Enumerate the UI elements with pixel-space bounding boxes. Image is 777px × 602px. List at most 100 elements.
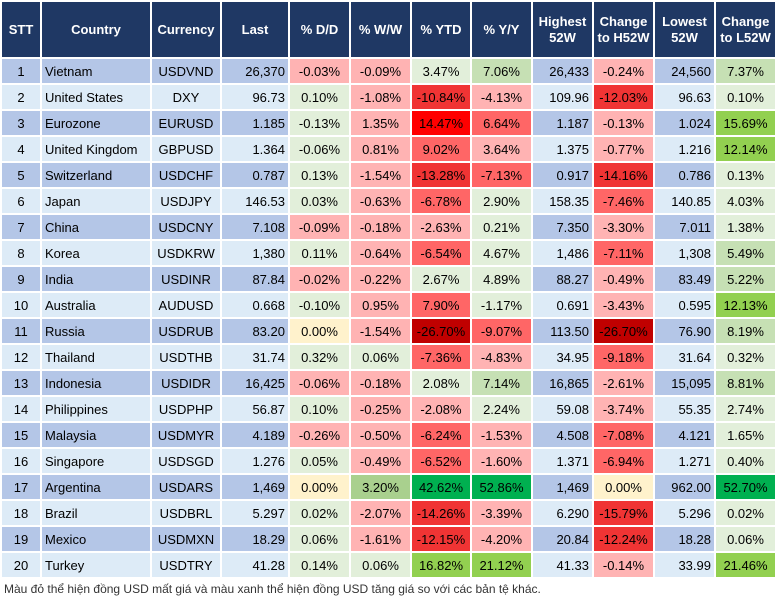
cell-yy: 4.89% xyxy=(470,265,533,293)
cell-currency: USDVND xyxy=(150,57,222,85)
cell-dd: -0.10% xyxy=(288,291,351,319)
cell-country: Indonesia xyxy=(40,369,152,397)
cell-dd: 0.11% xyxy=(288,239,351,267)
cell-cl52: 12.13% xyxy=(714,291,777,319)
cell-dd: 0.00% xyxy=(288,317,351,345)
cell-h52: 34.95 xyxy=(531,343,594,371)
cell-stt: 1 xyxy=(0,57,42,85)
cell-ytd: -10.84% xyxy=(410,83,472,111)
cell-ww: -0.50% xyxy=(349,421,412,449)
cell-yy: -4.13% xyxy=(470,83,533,111)
cell-currency: USDJPY xyxy=(150,187,222,215)
cell-stt: 6 xyxy=(0,187,42,215)
cell-last: 56.87 xyxy=(220,395,290,423)
cell-stt: 14 xyxy=(0,395,42,423)
table-row: 9 India USDINR 87.84 -0.02% -0.22% 2.67% 4.89% 8… xyxy=(0,265,777,293)
cell-country: Malaysia xyxy=(40,421,152,449)
cell-dd: -0.26% xyxy=(288,421,351,449)
cell-yy: -7.13% xyxy=(470,161,533,189)
cell-l52: 33.99 xyxy=(653,551,716,579)
cell-ch52: -7.46% xyxy=(592,187,655,215)
cell-h52: 1.375 xyxy=(531,135,594,163)
cell-last: 7.108 xyxy=(220,213,290,241)
cell-cl52: 8.19% xyxy=(714,317,777,345)
cell-ytd: 16.82% xyxy=(410,551,472,579)
cell-cl52: 2.74% xyxy=(714,395,777,423)
cell-h52: 59.08 xyxy=(531,395,594,423)
cell-ww: -0.22% xyxy=(349,265,412,293)
cell-currency: USDTRY xyxy=(150,551,222,579)
table-row: 12 Thailand USDTHB 31.74 0.32% 0.06% -7.36% -4.… xyxy=(0,343,777,371)
cell-last: 31.74 xyxy=(220,343,290,371)
cell-ytd: 7.90% xyxy=(410,291,472,319)
cell-currency: USDARS xyxy=(150,473,222,501)
cell-last: 1,380 xyxy=(220,239,290,267)
column-header: % W/W xyxy=(349,0,412,59)
cell-ww: 0.95% xyxy=(349,291,412,319)
cell-currency: GBPUSD xyxy=(150,135,222,163)
cell-h52: 1,486 xyxy=(531,239,594,267)
cell-country: United Kingdom xyxy=(40,135,152,163)
cell-h52: 109.96 xyxy=(531,83,594,111)
cell-cl52: 52.70% xyxy=(714,473,777,501)
cell-cl52: 5.49% xyxy=(714,239,777,267)
cell-last: 0.787 xyxy=(220,161,290,189)
column-header: STT xyxy=(0,0,42,59)
cell-ww: -0.09% xyxy=(349,57,412,85)
cell-yy: 7.06% xyxy=(470,57,533,85)
column-header: Change to H52W xyxy=(592,0,655,59)
cell-l52: 55.35 xyxy=(653,395,716,423)
cell-dd: 0.14% xyxy=(288,551,351,579)
cell-currency: USDCNY xyxy=(150,213,222,241)
cell-h52: 7.350 xyxy=(531,213,594,241)
table-row: 19 Mexico USDMXN 18.29 0.06% -1.61% -12.15% -4.… xyxy=(0,525,777,553)
cell-ch52: -0.49% xyxy=(592,265,655,293)
table-row: 1 Vietnam USDVND 26,370 -0.03% -0.09% 3.47% 7.0… xyxy=(0,57,777,85)
cell-l52: 83.49 xyxy=(653,265,716,293)
cell-stt: 19 xyxy=(0,525,42,553)
cell-dd: 0.02% xyxy=(288,499,351,527)
cell-l52: 140.85 xyxy=(653,187,716,215)
cell-ch52: -7.11% xyxy=(592,239,655,267)
cell-yy: -4.20% xyxy=(470,525,533,553)
cell-last: 83.20 xyxy=(220,317,290,345)
cell-ch52: -3.30% xyxy=(592,213,655,241)
cell-dd: -0.09% xyxy=(288,213,351,241)
cell-country: Argentina xyxy=(40,473,152,501)
table-row: 14 Philippines USDPHP 56.87 0.10% -0.25% -2.08… xyxy=(0,395,777,423)
cell-h52: 1.187 xyxy=(531,109,594,137)
cell-ytd: -2.08% xyxy=(410,395,472,423)
cell-last: 1.276 xyxy=(220,447,290,475)
column-header: Currency xyxy=(150,0,222,59)
cell-h52: 113.50 xyxy=(531,317,594,345)
column-header: Change to L52W xyxy=(714,0,777,59)
cell-cl52: 0.06% xyxy=(714,525,777,553)
cell-stt: 8 xyxy=(0,239,42,267)
cell-last: 26,370 xyxy=(220,57,290,85)
cell-cl52: 0.32% xyxy=(714,343,777,371)
cell-h52: 20.84 xyxy=(531,525,594,553)
cell-ytd: 3.47% xyxy=(410,57,472,85)
cell-ytd: 14.47% xyxy=(410,109,472,137)
cell-currency: AUDUSD xyxy=(150,291,222,319)
cell-currency: USDPHP xyxy=(150,395,222,423)
cell-ch52: -26.70% xyxy=(592,317,655,345)
cell-country: Singapore xyxy=(40,447,152,475)
cell-ytd: -7.36% xyxy=(410,343,472,371)
cell-h52: 0.917 xyxy=(531,161,594,189)
cell-cl52: 15.69% xyxy=(714,109,777,137)
cell-stt: 17 xyxy=(0,473,42,501)
cell-stt: 2 xyxy=(0,83,42,111)
cell-yy: 52.86% xyxy=(470,473,533,501)
cell-l52: 96.63 xyxy=(653,83,716,111)
cell-l52: 24,560 xyxy=(653,57,716,85)
cell-currency: USDINR xyxy=(150,265,222,293)
table-row: 16 Singapore USDSGD 1.276 0.05% -0.49% -6.52% -… xyxy=(0,447,777,475)
cell-dd: -0.03% xyxy=(288,57,351,85)
column-header: % D/D xyxy=(288,0,351,59)
cell-yy: 2.24% xyxy=(470,395,533,423)
table-row: 10 Australia AUDUSD 0.668 -0.10% 0.95% 7.90% -1… xyxy=(0,291,777,319)
cell-last: 5.297 xyxy=(220,499,290,527)
cell-dd: -0.06% xyxy=(288,135,351,163)
cell-l52: 4.121 xyxy=(653,421,716,449)
